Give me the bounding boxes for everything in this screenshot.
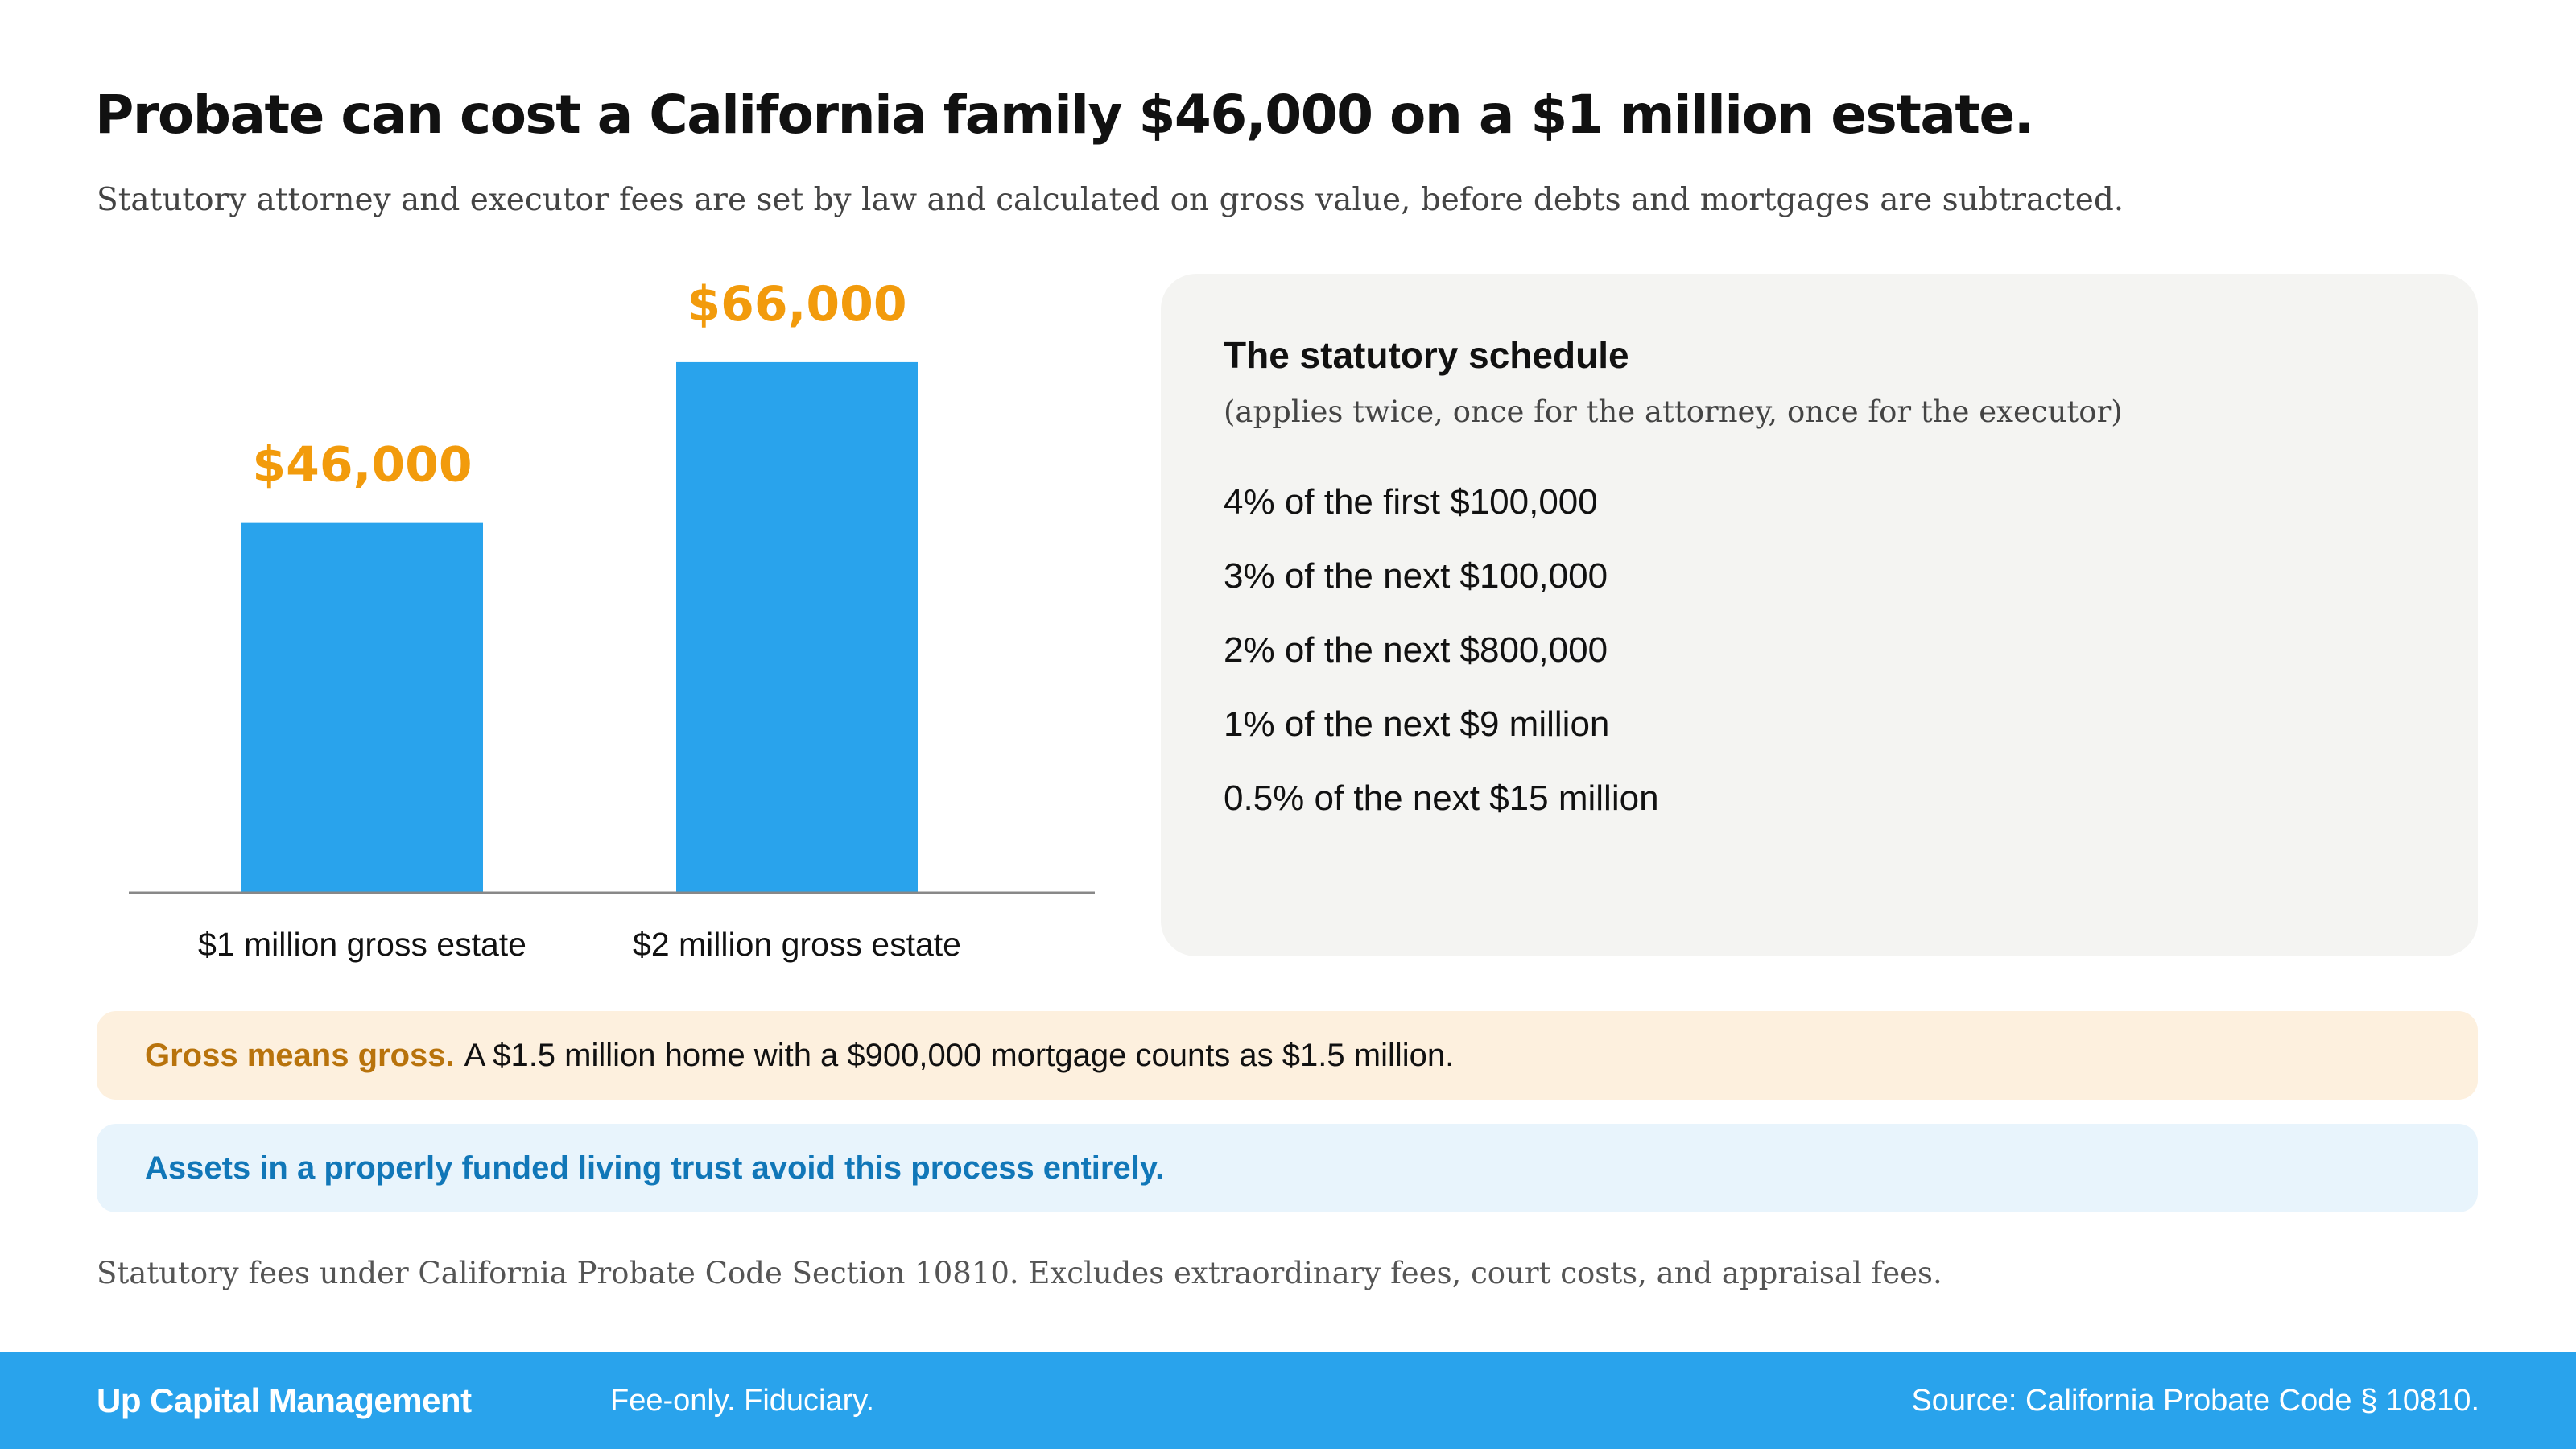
schedule-item: 2% of the next $800,000 (1224, 630, 1608, 670)
schedule-title: The statutory schedule (1224, 334, 1629, 376)
footer-tagline: Fee-only. Fiduciary. (610, 1384, 875, 1418)
bar-category-label: $2 million gross estate (633, 926, 961, 963)
schedule-item: 3% of the next $100,000 (1224, 556, 1608, 596)
gross-callout: Gross means gross. A $1.5 million home w… (97, 1011, 2478, 1100)
bar-chart: $46,000 $1 million gross estate $66,000 $2 … (129, 276, 1095, 963)
schedule-item: 0.5% of the next $15 million (1224, 778, 1659, 818)
schedule-subtitle: (applies twice, once for the attorney, o… (1224, 394, 2123, 429)
bar (242, 522, 483, 893)
footer-source: Source: California Probate Code § 10810. (1911, 1384, 2479, 1418)
bars-layer: $46,000 $1 million gross estate $66,000 $2 … (198, 276, 961, 963)
schedule-item: 4% of the first $100,000 (1224, 482, 1598, 522)
bar-value-label: $66,000 (687, 276, 906, 332)
gross-callout-text: A $1.5 million home with a $900,000 mort… (464, 1037, 1455, 1073)
bar-category-label: $1 million gross estate (198, 926, 526, 963)
bar (676, 361, 918, 894)
schedule-panel: The statutory schedule (applies twice, o… (1161, 274, 2478, 956)
footer-bar: Up Capital Management Fee-only. Fiduciar… (0, 1352, 2576, 1449)
page-title: Probate can cost a California family $46… (95, 84, 2034, 146)
trust-callout: Assets in a properly funded living trust… (97, 1124, 2478, 1212)
page-subtitle: Statutory attorney and executor fees are… (97, 182, 2124, 218)
trust-callout-text: Assets in a properly funded living trust… (145, 1150, 1165, 1186)
footnote: Statutory fees under California Probate … (97, 1256, 1942, 1290)
bar-value-label: $46,000 (252, 437, 472, 493)
schedule-list: 4% of the first $100,000 3% of the next … (1224, 477, 2415, 848)
footer-brand: Up Capital Management (97, 1381, 472, 1419)
schedule-item: 1% of the next $9 million (1224, 704, 1610, 744)
gross-callout-lead: Gross means gross. (145, 1037, 455, 1073)
